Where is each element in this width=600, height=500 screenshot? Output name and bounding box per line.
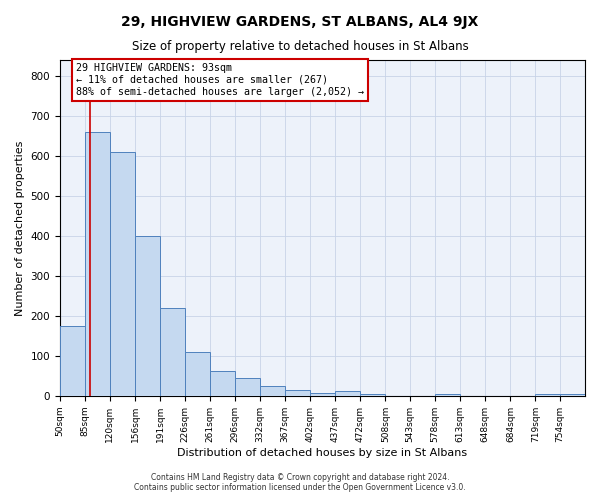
Bar [335, 391, 360, 396]
Bar [110, 152, 135, 396]
Bar [60, 326, 85, 396]
Text: Size of property relative to detached houses in St Albans: Size of property relative to detached ho… [131, 40, 469, 53]
X-axis label: Distribution of detached houses by size in St Albans: Distribution of detached houses by size … [178, 448, 467, 458]
Bar [210, 370, 235, 396]
Bar [360, 394, 385, 396]
Bar [85, 132, 110, 396]
Text: Contains HM Land Registry data © Crown copyright and database right 2024.
Contai: Contains HM Land Registry data © Crown c… [134, 473, 466, 492]
Bar [135, 236, 160, 396]
Bar [285, 390, 310, 396]
Bar [435, 394, 460, 396]
Bar [160, 308, 185, 396]
Bar [235, 378, 260, 396]
Bar [260, 386, 285, 396]
Text: 29, HIGHVIEW GARDENS, ST ALBANS, AL4 9JX: 29, HIGHVIEW GARDENS, ST ALBANS, AL4 9JX [121, 15, 479, 29]
Bar [560, 394, 585, 396]
Bar [310, 392, 335, 396]
Bar [535, 394, 560, 396]
Y-axis label: Number of detached properties: Number of detached properties [15, 140, 25, 316]
Bar [185, 352, 210, 396]
Text: 29 HIGHVIEW GARDENS: 93sqm
← 11% of detached houses are smaller (267)
88% of sem: 29 HIGHVIEW GARDENS: 93sqm ← 11% of deta… [76, 64, 364, 96]
